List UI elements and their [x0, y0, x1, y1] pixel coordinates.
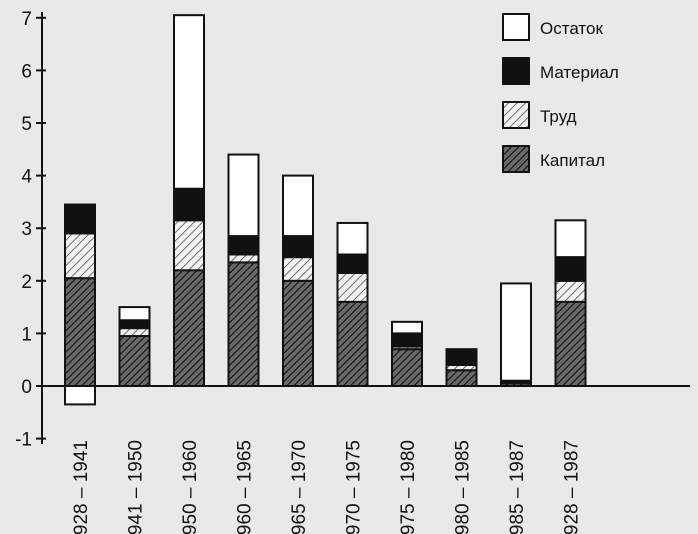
- bar-segment: [118, 306, 151, 322]
- legend-label: Труд: [540, 107, 577, 126]
- bar-segment: [64, 277, 96, 388]
- legend-swatch: [502, 145, 530, 173]
- bar-segment: [227, 235, 260, 256]
- bar-segment: [173, 219, 205, 272]
- y-tick-label: 2: [21, 272, 32, 293]
- bar-segment: [391, 348, 423, 387]
- bar-segment: [173, 187, 205, 222]
- x-tick-label: 1941 – 1950: [126, 440, 147, 534]
- bar-segment: [173, 14, 205, 190]
- bar-segment: [282, 256, 314, 282]
- y-tick-label: 0: [21, 377, 32, 398]
- x-tick-label: 1950 – 1960: [180, 440, 201, 534]
- bar-segment: [336, 253, 369, 274]
- x-tick-label: 1928 – 1987: [562, 440, 583, 534]
- x-tick-label: 1965 – 1970: [289, 440, 310, 534]
- bar-segment: [336, 300, 369, 387]
- y-tick-label: 3: [21, 219, 32, 240]
- bar-segment: [445, 348, 478, 366]
- axes-layer: 1928 – 1941 1941 – 1950 1950 – 1960 1960 – …: [15, 9, 690, 534]
- bar-segment: [500, 282, 532, 382]
- x-tick-label: 1960 – 1965: [235, 440, 256, 534]
- y-tick-label: 1: [21, 324, 32, 345]
- bar-segment: [64, 203, 96, 235]
- bar-segment: [391, 320, 423, 335]
- legend-swatch: [502, 13, 530, 41]
- bar-segment: [336, 271, 369, 303]
- bar-segment: [282, 279, 314, 387]
- bar-segment: [173, 269, 205, 387]
- bar-segment: [554, 279, 587, 303]
- y-tick-label: 5: [21, 114, 32, 135]
- bar-segment: [227, 261, 260, 388]
- bar-segment: [118, 335, 151, 387]
- bar-segment: [227, 253, 260, 264]
- bar-segment: [391, 332, 423, 348]
- bar-segment: [554, 256, 587, 282]
- y-tick-label: 7: [21, 9, 32, 30]
- x-tick-label: 1980 – 1985: [453, 440, 474, 534]
- bar-segment: [554, 219, 587, 259]
- legend: Остаток Материал Труд Капитал: [502, 13, 619, 173]
- bar-segment: [118, 319, 151, 330]
- bar-segment: [445, 369, 478, 388]
- x-tick-label: 1970 – 1975: [344, 440, 365, 534]
- bar-segment: [118, 327, 151, 338]
- bar-segment: [554, 300, 587, 387]
- y-tick-label: -1: [15, 430, 32, 451]
- bar-segment: [64, 385, 96, 406]
- bar-segment: [282, 235, 314, 259]
- x-tick-label: 1975 – 1980: [398, 440, 419, 534]
- legend-label: Материал: [540, 63, 619, 82]
- x-tick-label: 1928 – 1941: [71, 440, 92, 534]
- y-tick-label: 6: [21, 61, 32, 82]
- bar-segment: [64, 232, 96, 280]
- bar-segment: [227, 153, 260, 238]
- legend-swatch: [502, 57, 530, 85]
- y-tick-label: 4: [21, 167, 32, 188]
- legend-label: Капитал: [540, 151, 605, 170]
- legend-swatch: [502, 101, 530, 129]
- bar-segment: [282, 174, 314, 238]
- bar-segment: [336, 221, 369, 256]
- x-tick-label: 1985 – 1987: [507, 440, 528, 534]
- bars-layer: [64, 14, 587, 406]
- legend-label: Остаток: [540, 19, 603, 38]
